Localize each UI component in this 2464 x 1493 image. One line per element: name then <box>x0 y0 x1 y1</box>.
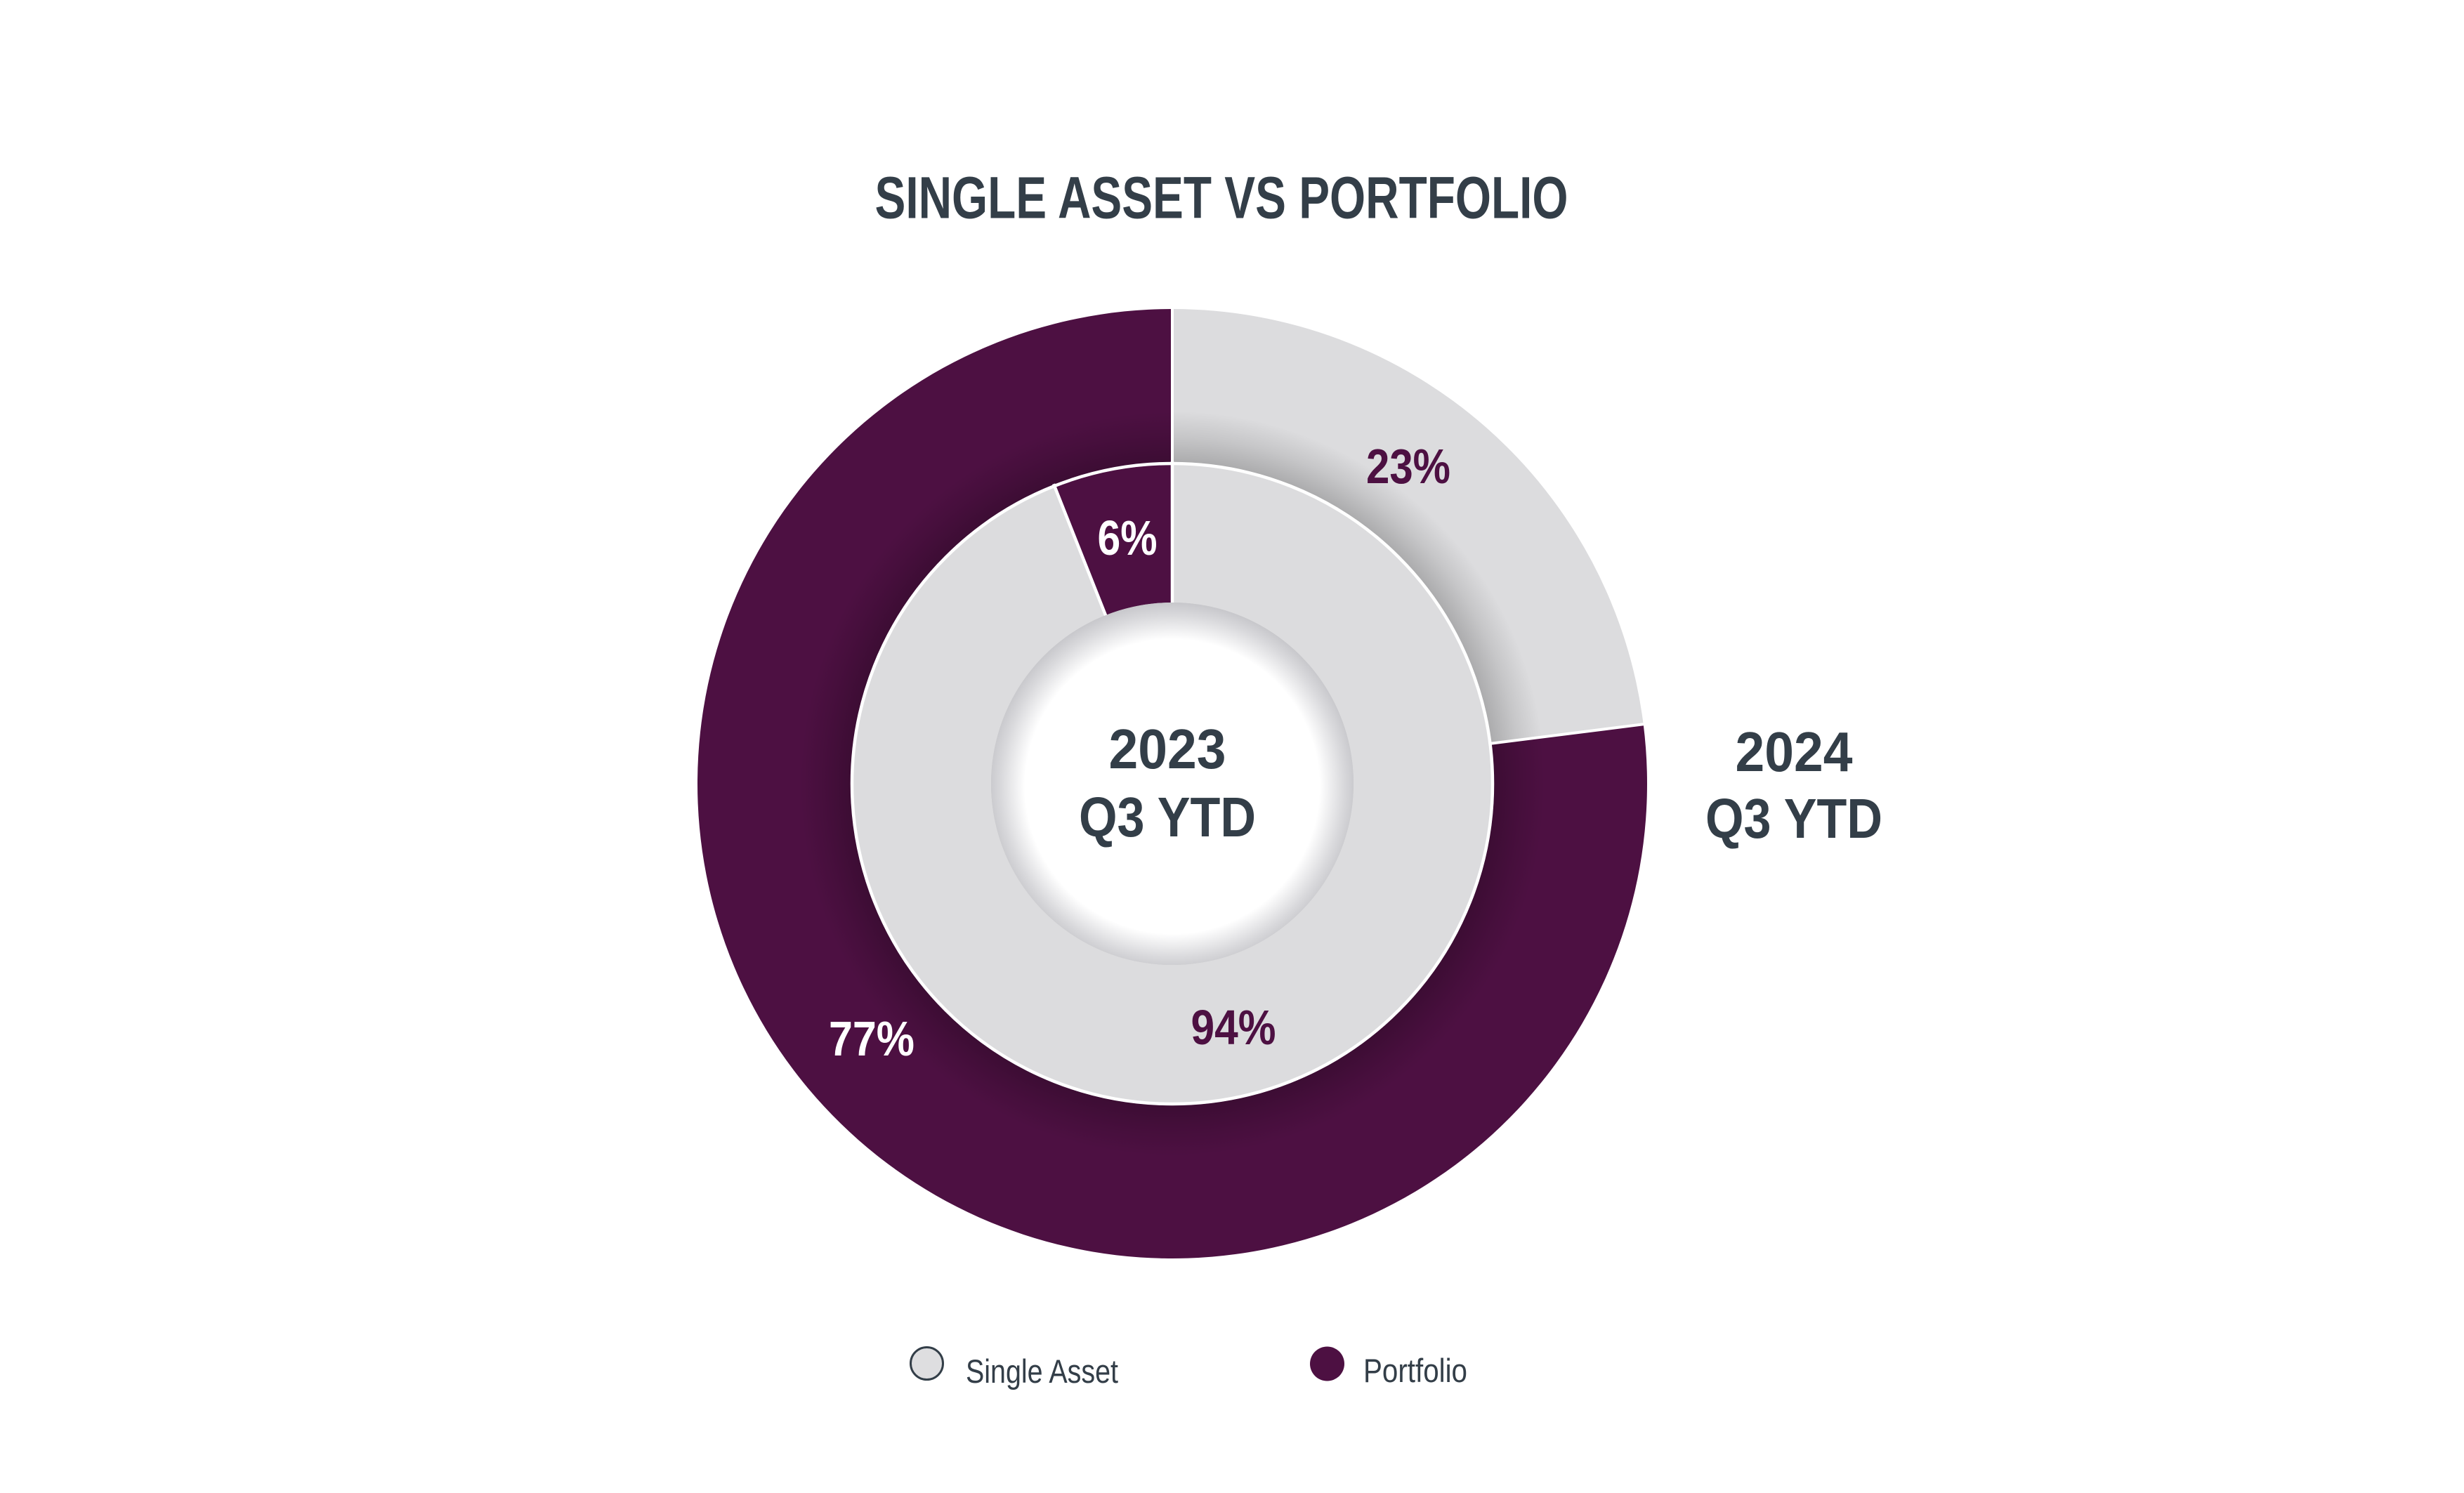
svg-text:23%: 23% <box>1366 439 1450 494</box>
svg-text:77%: 77% <box>829 1011 915 1066</box>
svg-text:Portfolio: Portfolio <box>1363 1352 1467 1389</box>
svg-text:2024: 2024 <box>1736 721 1853 783</box>
svg-text:Q3 YTD: Q3 YTD <box>1079 786 1256 848</box>
svg-text:2023: 2023 <box>1109 718 1226 780</box>
svg-text:94%: 94% <box>1191 1000 1276 1055</box>
svg-text:Q3 YTD: Q3 YTD <box>1705 787 1882 850</box>
svg-text:6%: 6% <box>1098 511 1158 565</box>
svg-text:SINGLE ASSET VS PORTFOLIO: SINGLE ASSET VS PORTFOLIO <box>875 165 1568 231</box>
svg-text:Single Asset: Single Asset <box>966 1353 1118 1390</box>
